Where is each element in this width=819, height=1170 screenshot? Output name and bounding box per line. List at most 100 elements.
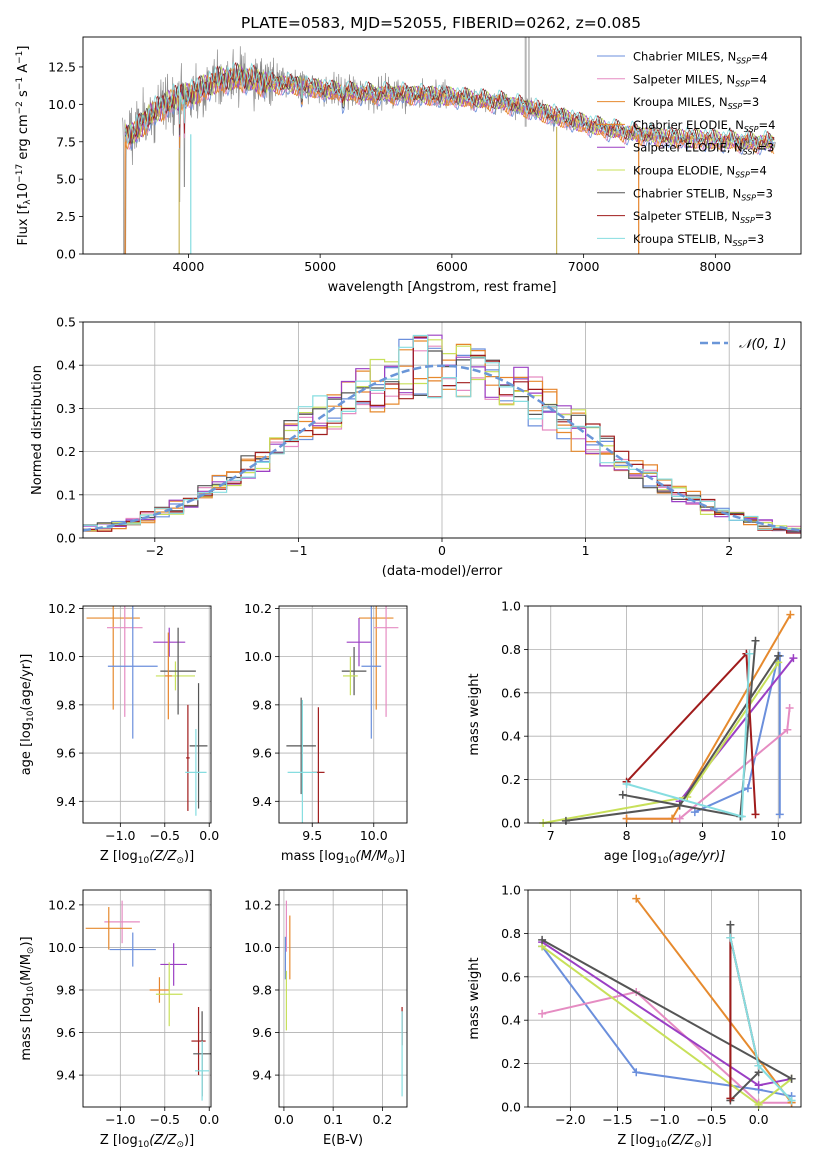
- legend-equals: =: [750, 164, 760, 178]
- legend-label: Kroupa ELODIE, NSSP=4: [633, 164, 767, 180]
- y-axis-label: Flux [fλ10−17 erg cm−2 s−1 A−1]: [15, 46, 33, 246]
- legend-nssp-value: 3: [757, 232, 764, 246]
- label-part: s: [16, 90, 31, 101]
- legend-nssp-value: 3: [766, 186, 773, 200]
- model-spectrum-line: [124, 68, 775, 155]
- legend-equals: =: [750, 72, 760, 86]
- legend-name: Kroupa ELODIE: [633, 164, 719, 178]
- y-tick-label: 9.6: [252, 1025, 272, 1040]
- data-point: [164, 632, 172, 720]
- mass-vs-metallicity-panel: −1.0 −0.5 0.09.49.69.810.010.2Z [log10(Z/Z…: [19, 889, 219, 1150]
- label-part: age [log: [19, 722, 34, 775]
- legend-nssp-sub: SSP: [743, 148, 758, 157]
- x-tick-label: 0.0: [199, 828, 219, 843]
- legend-equals: =: [759, 118, 769, 132]
- weight-marker: [754, 1081, 763, 1090]
- weight-series-line: [541, 939, 793, 1080]
- label-part: 10: [26, 986, 36, 998]
- x-tick-label: 5000: [304, 259, 336, 274]
- data-point: [155, 962, 183, 1027]
- legend-separator: ,: [727, 141, 734, 155]
- plot-area: [86, 606, 208, 816]
- data-point: [361, 606, 382, 739]
- y-tick-label: 10.0: [48, 940, 76, 955]
- weight-marker: [622, 779, 631, 788]
- legend-label: Chabrier MILES, NSSP=4: [633, 50, 768, 66]
- y-tick-label: 10.0: [244, 649, 272, 664]
- y-tick-label: 10.0: [48, 97, 76, 112]
- legend-equals: =: [747, 232, 757, 246]
- mass-vs-ebv-panel: 0.0 0.1 0.2 9.4 9.6 9.8 10.0 10.2 E(B-V): [244, 889, 408, 1148]
- y-tick-label: 0.8: [501, 642, 521, 657]
- x-tick-label: 10: [770, 828, 786, 843]
- label-part: mass [log: [19, 997, 34, 1060]
- legend-nssp-label: N: [734, 141, 743, 155]
- label-part: ⊙: [694, 1140, 702, 1150]
- legend-name: Kroupa STELIB: [633, 232, 717, 246]
- legend-nssp-sub: SSP: [740, 216, 755, 225]
- histogram-series: [83, 350, 801, 532]
- legend-equals: =: [751, 50, 761, 64]
- y-tick-label: 9.8: [252, 697, 272, 712]
- data-point: [160, 943, 187, 986]
- y-tick-label: 0.4: [501, 729, 521, 744]
- legend-label: Chabrier ELODIE, NSSP=4: [633, 118, 775, 134]
- y-tick-label: 7.5: [56, 134, 76, 149]
- legend-name: Chabrier ELODIE: [633, 118, 728, 132]
- label-part: )]: [184, 849, 194, 864]
- legend-nssp-value: 4: [761, 50, 768, 64]
- legend-nssp-sub: SSP: [744, 125, 759, 134]
- data-point: [185, 728, 207, 816]
- legend-nssp-label: N: [724, 232, 733, 246]
- x-tick-label: 9.5: [302, 828, 322, 843]
- x-tick-label: 8: [623, 828, 631, 843]
- x-tick-label: 1: [582, 543, 590, 558]
- x-axis-label: (data-model)/error: [382, 564, 503, 579]
- label-part: 10: [657, 856, 669, 866]
- label-part: λ: [23, 199, 33, 205]
- label-part: −2: [15, 101, 25, 114]
- normal-curve: [83, 364, 801, 532]
- data-point: [195, 1041, 210, 1101]
- y-tick-label: 0.0: [56, 531, 76, 546]
- axes-frame: [82, 605, 212, 824]
- axes-frame: [527, 889, 802, 1108]
- x-axis-label: Z [log10(Z/Z⊙)]: [100, 1133, 194, 1150]
- data-point: [341, 646, 367, 696]
- weight-marker: [726, 1094, 735, 1103]
- weight-marker: [783, 725, 792, 734]
- y-tick-label: 0.2: [56, 444, 76, 459]
- legend-nssp-label: N: [733, 186, 742, 200]
- legend-separator: ,: [719, 164, 726, 178]
- legend-equals: =: [742, 95, 752, 109]
- weight-marker: [754, 1061, 763, 1070]
- data-point: [153, 627, 186, 657]
- weight-series-line: [729, 924, 760, 1103]
- legend-separator: ,: [724, 209, 731, 223]
- weight-marker: [774, 651, 783, 660]
- axes-frame: [278, 889, 408, 1108]
- x-axis-label: Z [log10(Z/Z⊙)]: [617, 1133, 711, 1150]
- weight-series-line: [626, 614, 792, 820]
- y-tick-label: 10.2: [244, 601, 272, 616]
- plot-area: [122, 37, 776, 254]
- legend-label: Salpeter MILES, NSSP=4: [633, 72, 767, 88]
- y-tick-label: 9.6: [252, 746, 272, 761]
- legend-label: Chabrier STELIB, NSSP=3: [633, 186, 773, 202]
- legend-nssp-label: N: [735, 118, 744, 132]
- weight-marker: [726, 933, 735, 942]
- y-tick-label: 0.6: [501, 969, 521, 984]
- weight-marker: [751, 810, 760, 819]
- label-part: 10: [16, 183, 31, 200]
- x-tick-label: −1.0: [105, 1112, 135, 1127]
- label-part: −1: [15, 51, 25, 64]
- weight-marker: [775, 810, 784, 819]
- data-point: [186, 704, 190, 811]
- data-point: [107, 606, 158, 739]
- label-part: (Z/Z: [667, 1133, 695, 1148]
- x-tick-label: −2.0: [555, 1112, 585, 1127]
- age-vs-mass-panel: 9.5 10.0 9.4 9.6 9.8 10.0 10.2 mass [log10(M/M⊙…: [244, 601, 408, 866]
- legend-name: Salpeter STELIB: [633, 209, 724, 223]
- y-tick-label: 9.6: [56, 746, 76, 761]
- plot-area: [538, 894, 796, 1109]
